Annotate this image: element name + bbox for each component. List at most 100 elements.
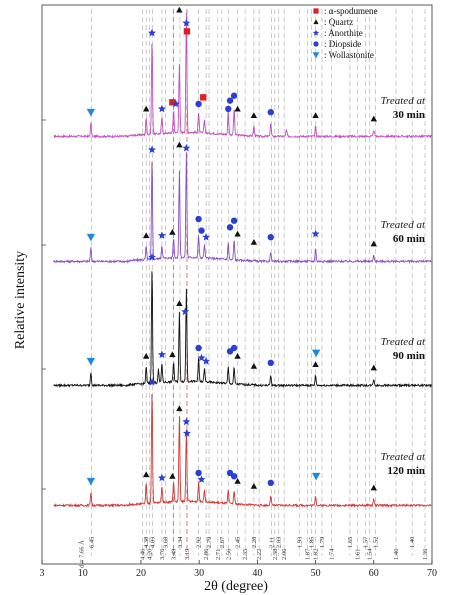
- diopside-marker: [267, 479, 274, 487]
- quartz-marker: [142, 105, 150, 112]
- d-spacing-label: 2.38: [272, 549, 279, 560]
- diopside-marker: [226, 97, 234, 104]
- d-spacing-reference-lines: [91, 9, 426, 556]
- panel-label-time: 120 min: [387, 465, 425, 477]
- spodumene-marker: [169, 99, 176, 106]
- anorthite-marker: [148, 253, 156, 261]
- anorthite-marker: [158, 104, 166, 113]
- anorthite-marker: [158, 231, 166, 239]
- quartz-marker: [370, 240, 377, 247]
- anorthite-marker: [158, 473, 166, 482]
- quartz-marker: [176, 6, 183, 13]
- quartz-marker: [250, 238, 258, 245]
- quartz-marker: [142, 353, 150, 359]
- x-tick-label: 3: [40, 568, 45, 579]
- diopside-marker: [230, 92, 238, 99]
- d-spacing-label: 2.56: [225, 548, 232, 560]
- anorthite-marker: [182, 18, 191, 27]
- d-spacing-label: 4.46: [140, 548, 147, 560]
- quartz-marker: [313, 19, 319, 25]
- quartz-marker: [370, 364, 377, 371]
- diopside-marker: [230, 344, 238, 352]
- diopside-marker: [226, 224, 234, 231]
- legend: : α-spodumene: Quartz: Anorthite: Diopsi…: [312, 6, 377, 60]
- d-spacing-label: 2.06: [281, 548, 288, 560]
- pattern-line: [53, 152, 432, 264]
- d-spacing-label: 1.52: [373, 537, 380, 548]
- diopside-marker: [195, 344, 202, 352]
- wollastonite-marker: [312, 349, 321, 358]
- anorthite-marker: [183, 429, 191, 437]
- panel-label-time: 30 min: [393, 109, 425, 121]
- x-tick-label: 70: [427, 568, 437, 579]
- quartz-marker: [169, 351, 176, 358]
- x-axis-title: 2θ (degree): [204, 579, 268, 594]
- panel-label-time: 60 min: [393, 233, 425, 245]
- d-spacing-label: 2.71: [215, 549, 222, 560]
- anorthite-marker: [202, 357, 211, 365]
- panel-label-prefix: Treated at: [380, 451, 425, 463]
- d-spacing-label: 3.19: [184, 549, 191, 560]
- d-spacing-label: 1.54: [367, 548, 374, 560]
- anorthite-marker: [312, 29, 320, 36]
- anorthite-marker: [148, 145, 156, 154]
- phase-markers: [86, 6, 377, 491]
- x-tick-label: 20: [136, 568, 146, 579]
- quartz-marker: [234, 230, 241, 237]
- quartz-marker: [234, 105, 241, 112]
- diopside-marker: [230, 473, 238, 480]
- quartz-marker: [370, 115, 377, 122]
- d-spacing-label: 1.61: [354, 549, 361, 560]
- d-spacing-label: 4.20: [147, 549, 154, 560]
- d-spacing-label: 1.36: [422, 548, 429, 560]
- anorthite-marker: [181, 307, 190, 316]
- quartz-marker: [370, 484, 377, 491]
- d-spacing-label: 2.28: [251, 537, 258, 548]
- plot-frame: [41, 4, 433, 565]
- quartz-marker: [234, 478, 241, 484]
- quartz-marker: [142, 232, 150, 239]
- panel-label-prefix: Treated at: [380, 95, 425, 107]
- diopside-marker: [225, 105, 232, 113]
- quartz-marker: [250, 362, 258, 369]
- anorthite-marker: [158, 350, 166, 358]
- legend-entry: : Quartz: [324, 17, 353, 27]
- legend-entry: : Wollastonite: [324, 50, 374, 60]
- panel-label-prefix: Treated at: [380, 336, 425, 348]
- d-spacing-label: 3.48: [171, 549, 178, 560]
- diopside-marker: [195, 215, 202, 223]
- wollastonite-marker: [86, 108, 96, 117]
- d-spacing-label: 1.85: [309, 537, 316, 548]
- quartz-marker: [169, 473, 176, 479]
- spodumene-marker: [313, 8, 319, 14]
- legend-entry: : Diopside: [324, 39, 361, 49]
- d-spacing-label: 2.86: [203, 548, 210, 560]
- panel-label-time: 90 min: [393, 350, 425, 362]
- d-spacing-label: 2.35: [242, 549, 249, 560]
- x-tick-label: 40: [252, 568, 262, 579]
- diopside-marker: [267, 359, 274, 367]
- diopside-marker: [230, 217, 238, 224]
- wollastonite-marker: [312, 52, 320, 59]
- anorthite-marker: [148, 28, 156, 37]
- quartz-marker: [312, 112, 319, 119]
- pattern-line: [53, 271, 432, 389]
- d-spacing-label: 2.45: [235, 537, 242, 548]
- anorthite-marker: [148, 378, 156, 386]
- wollastonite-marker: [86, 357, 96, 366]
- d-spacing-label: 3.76: [159, 548, 166, 560]
- legend-entry: : α-spodumene: [324, 6, 377, 16]
- d-spacing-first-label: d = 7.66 Å: [77, 540, 85, 568]
- quartz-marker: [176, 300, 183, 307]
- x-axis-ticks: 3 10 20 30 40 50 60 70: [40, 560, 437, 579]
- d-spacing-label: 1.46: [393, 548, 400, 560]
- d-spacing-label: 1.65: [347, 537, 354, 548]
- diopside-marker: [195, 469, 202, 477]
- d-spacing-labels: 6.45 4.464.384.204.033.763.683.483.343.19…: [77, 536, 429, 568]
- quartz-marker: [142, 471, 150, 478]
- d-spacing-label: 2.79: [206, 537, 213, 548]
- d-spacing-label: 1.79: [319, 537, 326, 548]
- d-spacing-label: 2.11: [268, 537, 275, 548]
- quartz-marker: [169, 229, 176, 235]
